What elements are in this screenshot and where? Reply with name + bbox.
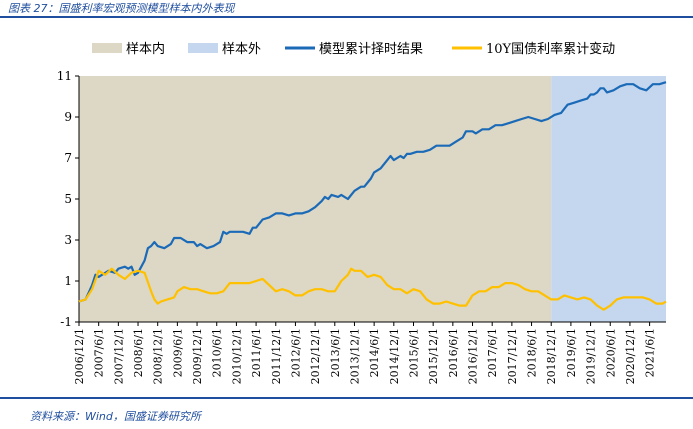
x-tick-label: 2009/6/1 — [171, 328, 184, 377]
series-line-bond — [78, 267, 667, 311]
x-tick-label: 2007/6/1 — [93, 328, 106, 377]
x-tick-label: 2007/12/1 — [112, 328, 125, 384]
region-out-sample — [551, 76, 666, 322]
y-tick-label: 3 — [64, 233, 72, 247]
x-tick-label: 2012/6/1 — [289, 328, 302, 377]
x-tick-label: 2011/12/1 — [270, 328, 283, 384]
x-tick-label: 2018/6/1 — [526, 328, 539, 377]
x-tick-label: 2016/6/1 — [447, 328, 460, 377]
x-tick-label: 2018/12/1 — [545, 328, 558, 384]
region-backgrounds — [79, 76, 666, 322]
legend-in-sample-swatch — [92, 43, 122, 53]
x-tick-label: 2020/6/1 — [604, 328, 617, 377]
x-tick-label: 2016/12/1 — [467, 328, 480, 384]
region-in-sample — [79, 76, 552, 322]
figure-caption: 图表 27：国盛利率宏观预测模型样本内外表现 — [8, 2, 235, 15]
series-lines — [78, 81, 667, 311]
x-axis-ticks: 2006/12/1 2007/6/1 2007/12/1 2008/6/1 2008/1… — [73, 322, 657, 384]
x-tick-label: 2017/12/1 — [506, 328, 519, 384]
x-tick-label: 2019/6/1 — [565, 328, 578, 377]
x-tick-label: 2014/12/1 — [388, 328, 401, 384]
x-tick-label: 2020/12/1 — [624, 328, 637, 384]
legend-out-sample-swatch — [188, 43, 218, 53]
legend-model-label: 模型累计择时结果 — [319, 42, 423, 57]
x-tick-label: 2017/6/1 — [486, 328, 499, 377]
x-tick-label: 2019/12/1 — [585, 328, 598, 384]
x-tick-label: 2015/12/1 — [427, 328, 440, 384]
x-tick-label: 2011/6/1 — [250, 328, 263, 377]
legend-out-sample-label: 样本外 — [222, 42, 261, 57]
y-tick-label: -1 — [60, 315, 72, 329]
x-tick-label: 2013/6/1 — [329, 328, 342, 377]
x-tick-label: 2008/12/1 — [152, 328, 165, 384]
source-note: 资料来源：Wind，国盛证券研究所 — [30, 410, 201, 423]
top-rule — [0, 16, 693, 18]
x-tick-label: 2012/12/1 — [309, 328, 322, 384]
x-tick-label: 2015/6/1 — [407, 328, 420, 377]
x-tick-label: 2021/6/1 — [644, 328, 657, 377]
x-tick-label: 2014/6/1 — [368, 328, 381, 377]
x-tick-label: 2010/6/1 — [211, 328, 224, 377]
x-tick-label: 2013/12/1 — [348, 328, 361, 384]
series-line-model — [78, 81, 667, 303]
bottom-rule — [0, 397, 693, 399]
legend-in-sample-label: 样本内 — [126, 41, 165, 57]
x-tick-label: 2010/12/1 — [230, 328, 243, 384]
y-tick-label: 1 — [64, 274, 72, 288]
y-tick-label: 11 — [57, 69, 72, 83]
y-tick-label: 5 — [64, 192, 72, 206]
x-tick-label: 2008/6/1 — [132, 328, 145, 377]
y-tick-label: 7 — [64, 151, 72, 165]
y-tick-label: 9 — [64, 110, 72, 124]
legend: 样本内 样本外 模型累计择时结果 10Y国债利率累计变动 — [92, 41, 615, 57]
line-chart: -1 1 3 5 7 9 11 2006/12/1 2007/6/1 2007/12/1 2008… — [57, 41, 667, 384]
y-axis-ticks: -1 1 3 5 7 9 11 — [57, 69, 79, 329]
x-tick-label: 2009/12/1 — [191, 328, 204, 384]
x-tick-label: 2006/12/1 — [73, 328, 86, 384]
legend-bond-label: 10Y国债利率累计变动 — [486, 41, 615, 57]
